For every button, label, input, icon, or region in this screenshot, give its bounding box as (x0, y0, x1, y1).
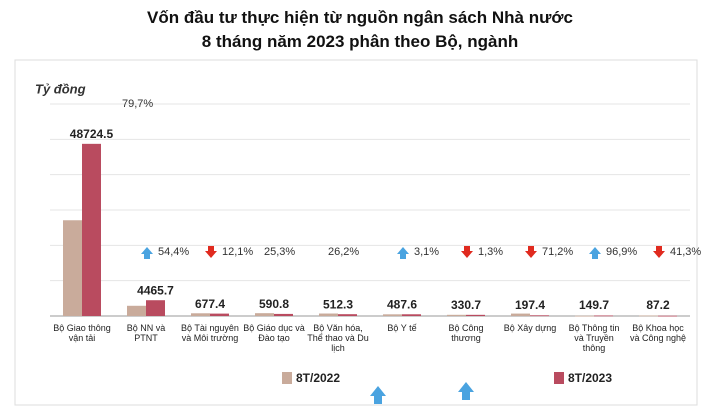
data-label: 197.4 (515, 298, 545, 312)
x-tick-label: Bộ Công thương (448, 323, 484, 343)
y-axis-label: Tỷ đồng (35, 81, 86, 96)
data-label: 590.8 (259, 297, 289, 311)
bar (191, 313, 210, 316)
x-tick-label: Bộ NN và PTNT (126, 323, 166, 343)
bar (146, 300, 165, 316)
legend-label: 8T/2023 (568, 371, 612, 385)
x-tick-label: Bộ Văn hóa, Thể thao và Du lịch (307, 323, 369, 353)
legend-label: 8T/2022 (296, 371, 340, 385)
data-label: 87.2 (646, 298, 670, 312)
annotation: 96,9% (606, 246, 637, 258)
data-label: 48724.5 (70, 127, 114, 141)
bar (319, 313, 338, 316)
x-tick-label: Bộ Khoa học và Công nghệ (629, 323, 687, 343)
x-tick-label: Bộ Xây dựng (503, 323, 557, 333)
data-label: 4465.7 (137, 283, 174, 297)
bar (210, 313, 229, 316)
arrow-down (461, 246, 473, 258)
decor-arrow (370, 386, 386, 404)
bar (383, 314, 402, 316)
arrow-up (589, 247, 601, 259)
bar (127, 305, 146, 316)
bar (594, 315, 613, 317)
x-tick-label: Bộ Tài nguyên và Môi trường (181, 323, 239, 343)
annotation: 12,1% (222, 246, 253, 258)
bar (511, 313, 530, 316)
bar (402, 314, 421, 316)
arrow-down (205, 246, 217, 258)
annotation: 1,3% (478, 246, 503, 258)
bar (447, 314, 466, 316)
bar (575, 315, 594, 317)
bar (338, 314, 357, 316)
chart-subtitle: 8 tháng năm 2023 phân theo Bộ, ngành (201, 32, 519, 51)
bar (639, 315, 658, 317)
arrow-up (397, 247, 409, 259)
annotation: 26,2% (328, 246, 359, 258)
data-label: 330.7 (451, 298, 481, 312)
bar (255, 313, 274, 316)
x-tick-label: Bộ Y tế (387, 323, 417, 333)
annotation: 3,1% (414, 246, 439, 258)
data-label: 149.7 (579, 298, 609, 312)
legend-swatch (282, 372, 292, 384)
annotation: 71,2% (542, 246, 573, 258)
x-tick-label: Bộ Thông tin và Truyền thông (568, 323, 620, 353)
bar (82, 143, 101, 316)
x-tick-label: Bộ Giáo dục và Đào tạo (243, 323, 305, 343)
bar (658, 315, 677, 317)
legend-swatch (554, 372, 564, 384)
annotation: 25,3% (264, 246, 295, 258)
arrow-down (653, 246, 665, 258)
annotation: 54,4% (158, 246, 189, 258)
bar (274, 313, 293, 316)
arrow-up (141, 247, 153, 259)
data-label: 677.4 (195, 297, 225, 311)
bar (530, 315, 549, 317)
annotation: 79,7% (122, 98, 153, 110)
annotation: 41,3% (670, 246, 701, 258)
bar (63, 220, 82, 316)
bar (466, 314, 485, 316)
data-label: 487.6 (387, 297, 417, 311)
x-tick-label: Bộ Giao thông vận tải (53, 323, 111, 343)
chart-title: Vốn đầu tư thực hiện từ nguồn ngân sách … (147, 8, 573, 27)
decor-arrow (458, 382, 474, 400)
data-label: 512.3 (323, 297, 353, 311)
chart-frame (14, 59, 698, 406)
arrow-down (525, 246, 537, 258)
